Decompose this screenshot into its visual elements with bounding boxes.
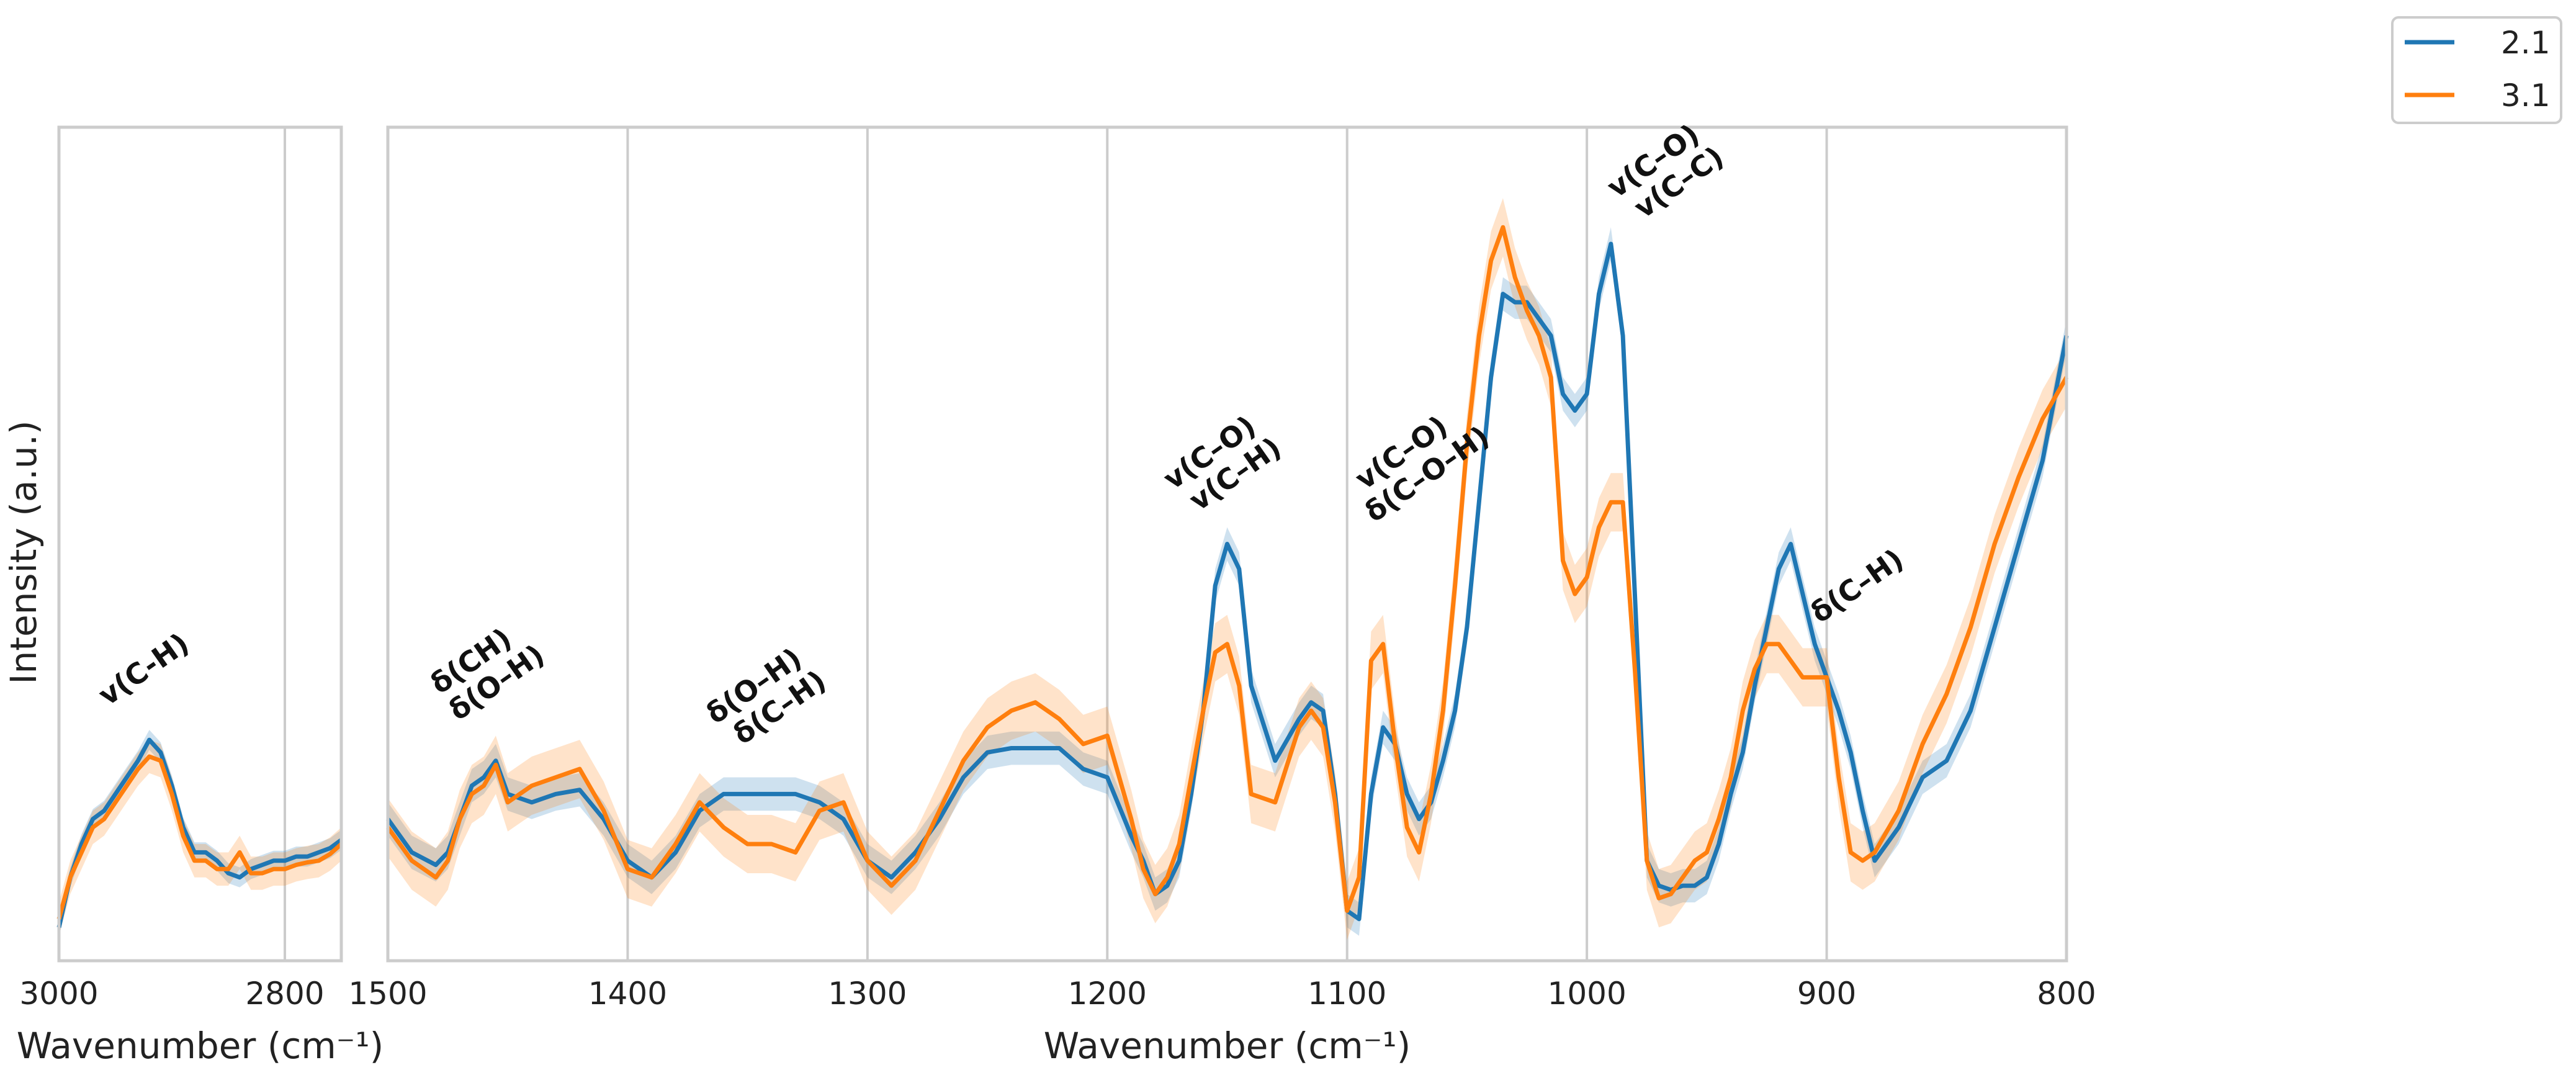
right-xtick-label-1100: 1100 [1308, 976, 1386, 1012]
right-xtick-label-1500: 1500 [348, 976, 427, 1012]
left-x-axis-label: Wavenumber (cm⁻¹) [17, 1025, 384, 1067]
y-axis-label: Intensity (a.u.) [2, 420, 45, 684]
right-panel: 1500 1400 1300 1200 1100 1000 900 800 Wavenumber… [348, 117, 2096, 1067]
left-xtick-label-2800: 2800 [245, 976, 324, 1012]
right-xtick-label-1200: 1200 [1068, 976, 1147, 1012]
right-frame [386, 125, 2068, 963]
right-series-3-1 [386, 225, 2069, 913]
right-xtick-label-1300: 1300 [828, 976, 907, 1012]
right-x-axis-label: Wavenumber (cm⁻¹) [1044, 1025, 1411, 1067]
left-series-2-1 [56, 737, 343, 928]
left-series-3-1 [56, 754, 343, 920]
right-xtick-label-900: 900 [1797, 976, 1856, 1012]
left-xtick-label-3000: 3000 [19, 976, 98, 1012]
legend-label-2-1: 2.1 [2501, 25, 2551, 61]
right-xtick-label-800: 800 [2037, 976, 2096, 1012]
legend-label-3-1: 3.1 [2501, 78, 2551, 114]
left-frame [57, 125, 343, 963]
right-xtick-label-1400: 1400 [588, 976, 667, 1012]
legend: 2.1 3.1 [2391, 16, 2562, 124]
right-series-2-1 [386, 241, 2069, 922]
right-xtick-label-1000: 1000 [1548, 976, 1627, 1012]
left-plot-area [59, 127, 341, 961]
left-band-3-1 [59, 740, 341, 936]
